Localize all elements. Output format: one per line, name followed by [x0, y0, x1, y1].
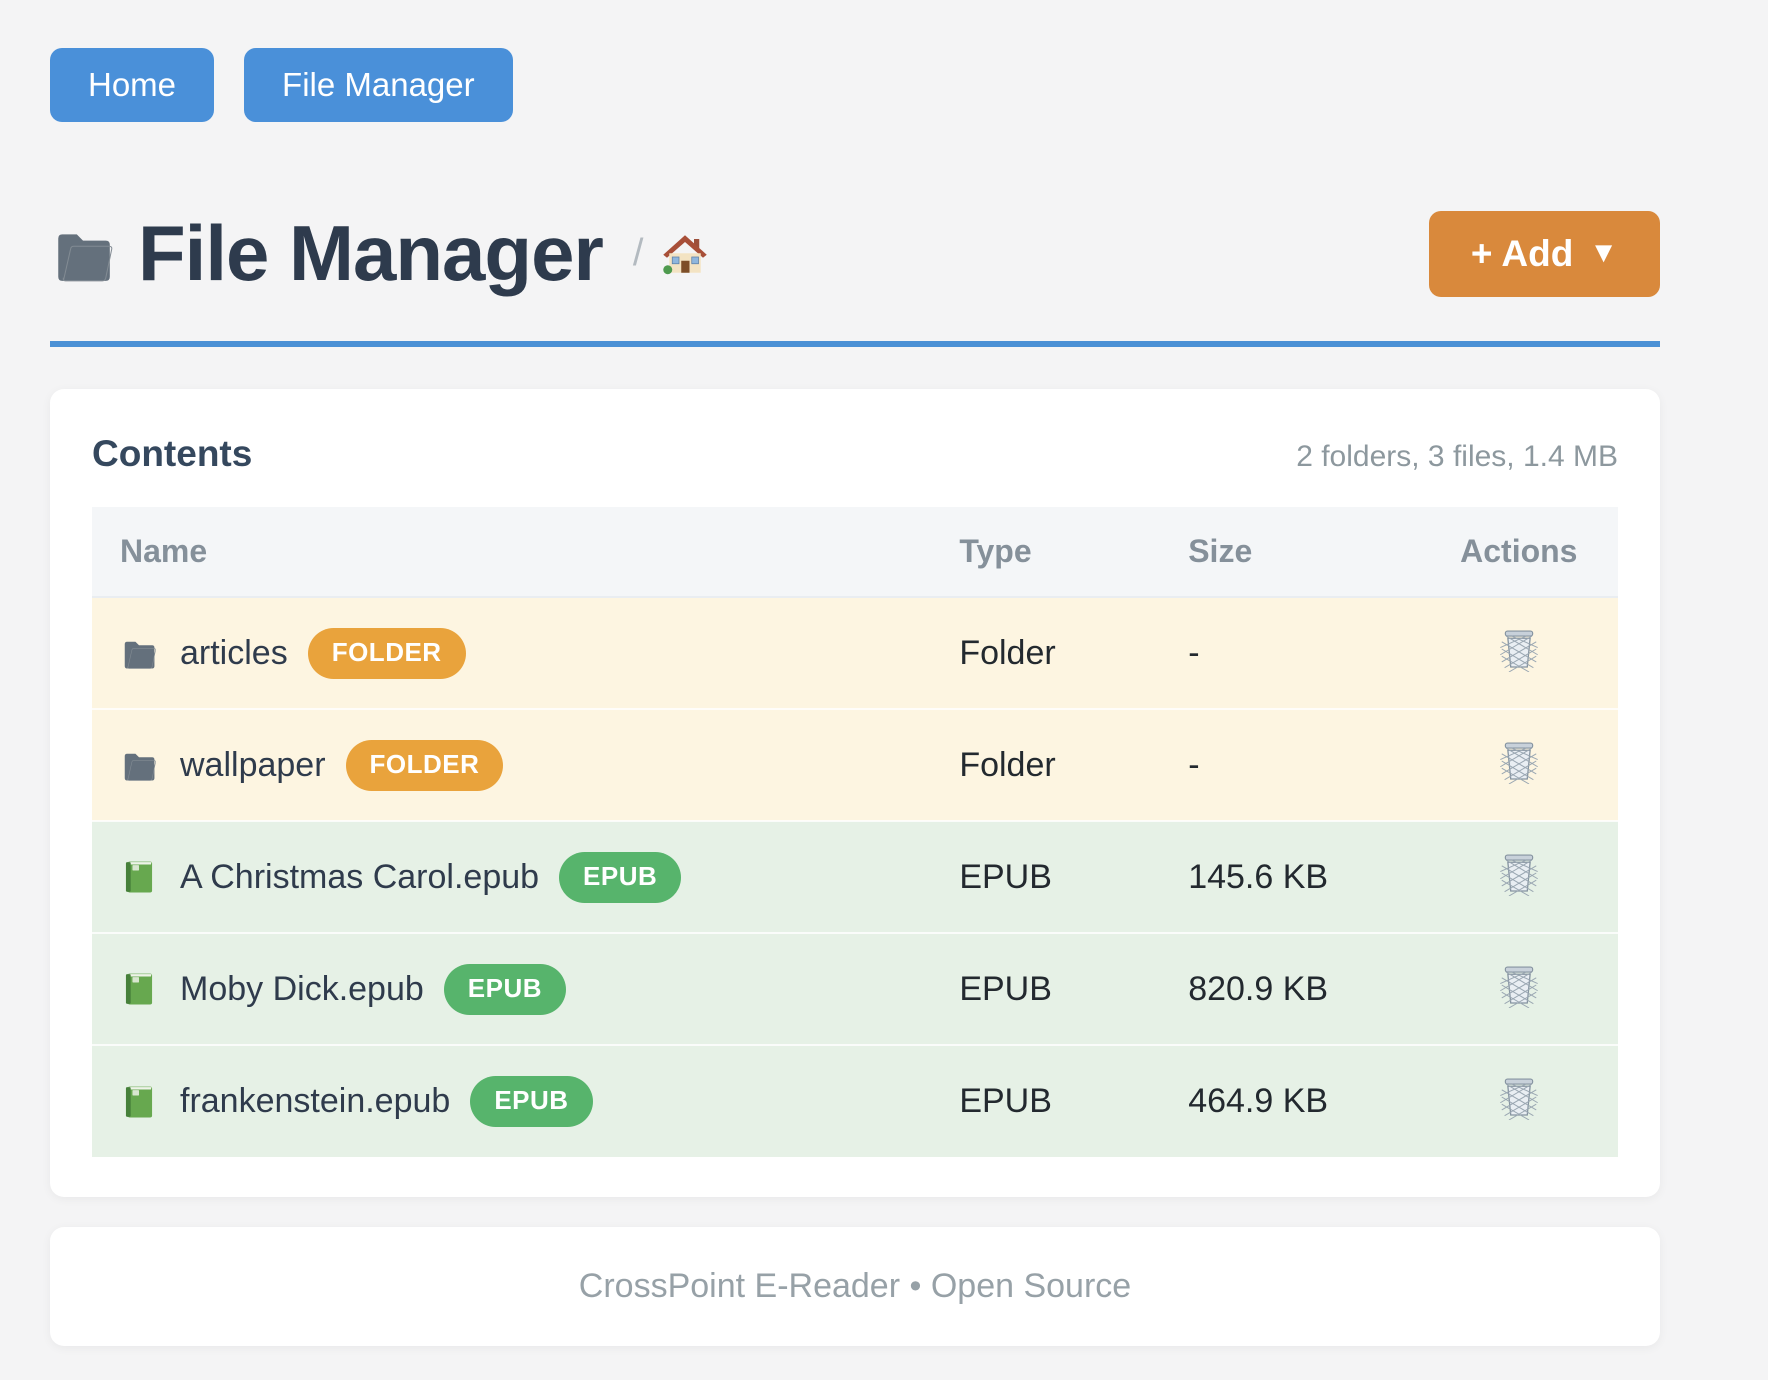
nav-home-button[interactable]: Home — [50, 48, 215, 122]
page-title: File Manager — [138, 209, 604, 297]
file-name[interactable]: frankenstein.epub — [180, 1082, 451, 1120]
nav-file-manager-button[interactable]: File Manager — [244, 48, 513, 122]
add-button-label: + Add — [1470, 232, 1574, 274]
file-size: 464.9 KB — [1188, 1082, 1329, 1120]
file-name[interactable]: A Christmas Carol.epub — [180, 857, 540, 896]
trash-icon — [1496, 626, 1542, 672]
book-icon — [120, 1083, 158, 1121]
file-type: EPUB — [959, 1082, 1052, 1120]
contents-card-header: Contents 2 folders, 3 files, 1.4 MB — [92, 433, 1618, 475]
file-type: EPUB — [959, 857, 1052, 896]
table-row[interactable]: frankenstein.epub EPUB EPUB 464.9 KB — [92, 1045, 1618, 1157]
file-name[interactable]: Moby Dick.epub — [180, 969, 424, 1008]
breadcrumb-separator: / — [632, 232, 644, 274]
file-size: - — [1188, 633, 1200, 672]
contents-heading: Contents — [92, 433, 253, 474]
book-icon — [120, 970, 158, 1008]
name-cell: articles FOLDER — [120, 627, 903, 679]
breadcrumb: / — [633, 230, 710, 278]
file-size: 145.6 KB — [1188, 857, 1329, 896]
table-row[interactable]: articles FOLDER Folder - — [92, 597, 1618, 709]
contents-card: Contents 2 folders, 3 files, 1.4 MB Name… — [50, 389, 1660, 1197]
table-row[interactable]: wallpaper FOLDER Folder - — [92, 709, 1618, 821]
file-size: - — [1188, 745, 1200, 784]
top-nav: Home File Manager — [50, 48, 1660, 122]
folder-icon — [120, 634, 158, 672]
table-header-row: Name Type Size Actions — [92, 507, 1618, 598]
file-name[interactable]: wallpaper — [180, 745, 326, 784]
delete-button[interactable] — [1496, 738, 1542, 784]
delete-button[interactable] — [1496, 1074, 1542, 1120]
epub-badge: EPUB — [443, 963, 567, 1015]
folder-badge: FOLDER — [307, 627, 466, 679]
file-size: 820.9 KB — [1188, 969, 1329, 1008]
page-header: File Manager / + Add ▼ — [50, 208, 1660, 299]
footer-text: CrossPoint E-Reader • Open Source — [578, 1267, 1132, 1305]
file-table: Name Type Size Actions articles FOLDER F… — [92, 507, 1618, 1157]
trash-icon — [1496, 738, 1542, 784]
file-type: Folder — [959, 745, 1056, 784]
folder-badge: FOLDER — [345, 739, 504, 791]
book-icon — [120, 858, 158, 896]
title-group: File Manager / — [50, 208, 709, 299]
table-row[interactable]: Moby Dick.epub EPUB EPUB 820.9 KB — [92, 933, 1618, 1045]
name-cell: Moby Dick.epub EPUB — [120, 963, 903, 1015]
folder-icon — [50, 221, 116, 287]
chevron-down-icon: ▼ — [1589, 237, 1618, 269]
contents-summary: 2 folders, 3 files, 1.4 MB — [1296, 440, 1618, 473]
file-name[interactable]: articles — [180, 633, 288, 672]
table-row[interactable]: A Christmas Carol.epub EPUB EPUB 145.6 K… — [92, 821, 1618, 933]
trash-icon — [1496, 962, 1542, 1008]
column-header-type: Type — [931, 507, 1161, 598]
add-button[interactable]: + Add ▼ — [1428, 210, 1660, 297]
name-cell: frankenstein.epub EPUB — [120, 1076, 903, 1127]
page: Home File Manager File Manager / + Add ▼… — [50, 0, 1660, 1346]
title-divider — [50, 341, 1660, 347]
delete-button[interactable] — [1496, 626, 1542, 672]
name-cell: wallpaper FOLDER — [120, 739, 903, 791]
folder-icon — [120, 746, 158, 784]
file-type: Folder — [959, 633, 1056, 672]
column-header-size: Size — [1160, 507, 1420, 598]
name-cell: A Christmas Carol.epub EPUB — [120, 851, 903, 903]
footer-card: CrossPoint E-Reader • Open Source — [50, 1227, 1660, 1346]
column-header-actions: Actions — [1419, 507, 1618, 598]
epub-badge: EPUB — [470, 1076, 593, 1127]
file-type: EPUB — [959, 969, 1052, 1008]
epub-badge: EPUB — [559, 851, 682, 903]
trash-icon — [1496, 850, 1542, 896]
home-icon[interactable] — [661, 230, 709, 278]
column-header-name: Name — [92, 507, 932, 598]
delete-button[interactable] — [1496, 850, 1542, 896]
trash-icon — [1496, 1074, 1542, 1120]
delete-button[interactable] — [1496, 962, 1542, 1008]
